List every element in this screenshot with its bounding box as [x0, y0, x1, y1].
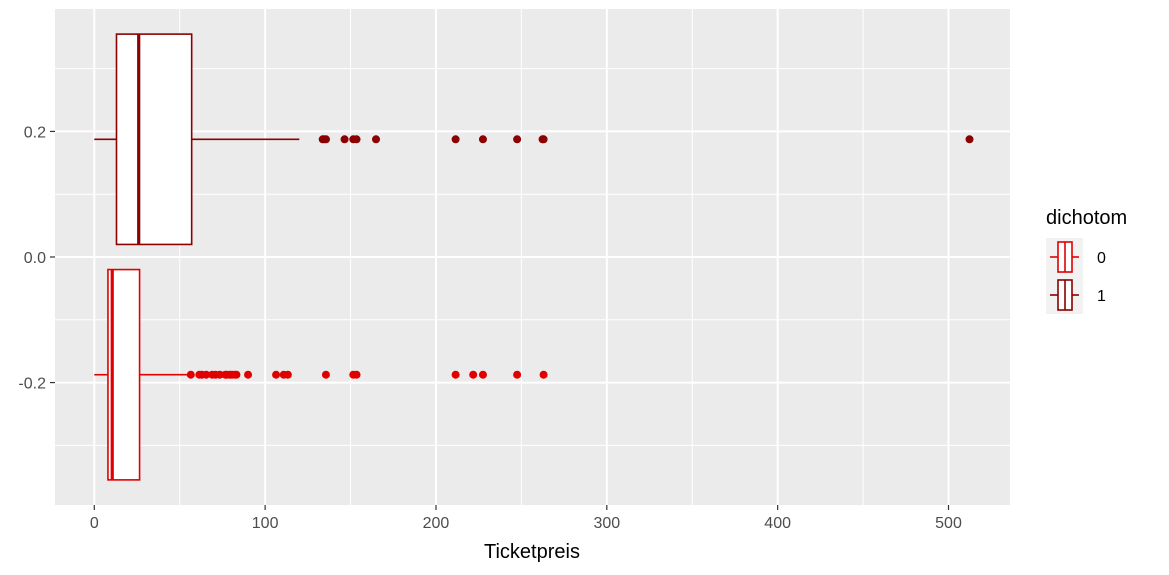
outlier-point	[215, 370, 224, 379]
x-tick-label: 400	[764, 515, 791, 532]
outlier-point	[539, 135, 548, 144]
box-series-1	[94, 33, 974, 246]
outlier-point	[186, 370, 195, 379]
outlier-point	[202, 370, 211, 379]
grid-lines	[55, 9, 1010, 505]
legend: dichotom 0 1	[1046, 207, 1127, 314]
outlier-point	[272, 370, 281, 379]
outlier-point	[451, 370, 460, 379]
y-axis-ticks: -0.2 0.0 0.2	[18, 124, 55, 393]
legend-title: dichotom	[1046, 207, 1127, 229]
x-tick-label: 0	[90, 515, 99, 532]
x-tick-label: 500	[935, 515, 962, 532]
outlier-point	[340, 135, 349, 144]
legend-item-0: 0	[1050, 241, 1106, 273]
legend-label: 0	[1097, 250, 1106, 267]
outlier-point	[321, 370, 330, 379]
box-series-0	[94, 268, 548, 481]
outlier-point	[372, 135, 381, 144]
outlier-point	[321, 135, 330, 144]
outlier-point	[513, 135, 522, 144]
x-axis-ticks: 0 100 200 300 400 500	[90, 505, 962, 532]
legend-label: 1	[1097, 288, 1106, 305]
x-tick-label: 100	[252, 515, 279, 532]
outlier-point	[283, 370, 292, 379]
outlier-point	[244, 370, 253, 379]
outlier-point	[469, 370, 478, 379]
outlier-point	[451, 135, 460, 144]
y-tick-label: 0.2	[24, 124, 46, 141]
outlier-point	[232, 370, 241, 379]
outlier-point	[539, 370, 548, 379]
x-tick-label: 300	[593, 515, 620, 532]
y-tick-label: -0.2	[18, 376, 46, 393]
x-axis-title: Ticketpreis	[484, 541, 580, 563]
outlier-point	[478, 135, 487, 144]
outlier-point	[352, 370, 361, 379]
box-series	[94, 33, 974, 481]
box-iqr	[115, 33, 193, 246]
outlier-point	[478, 370, 487, 379]
y-tick-label: 0.0	[24, 250, 46, 267]
outlier-point	[513, 370, 522, 379]
outlier-point	[965, 135, 974, 144]
x-tick-label: 200	[423, 515, 450, 532]
legend-item-1: 1	[1050, 279, 1106, 311]
outlier-point	[352, 135, 361, 144]
